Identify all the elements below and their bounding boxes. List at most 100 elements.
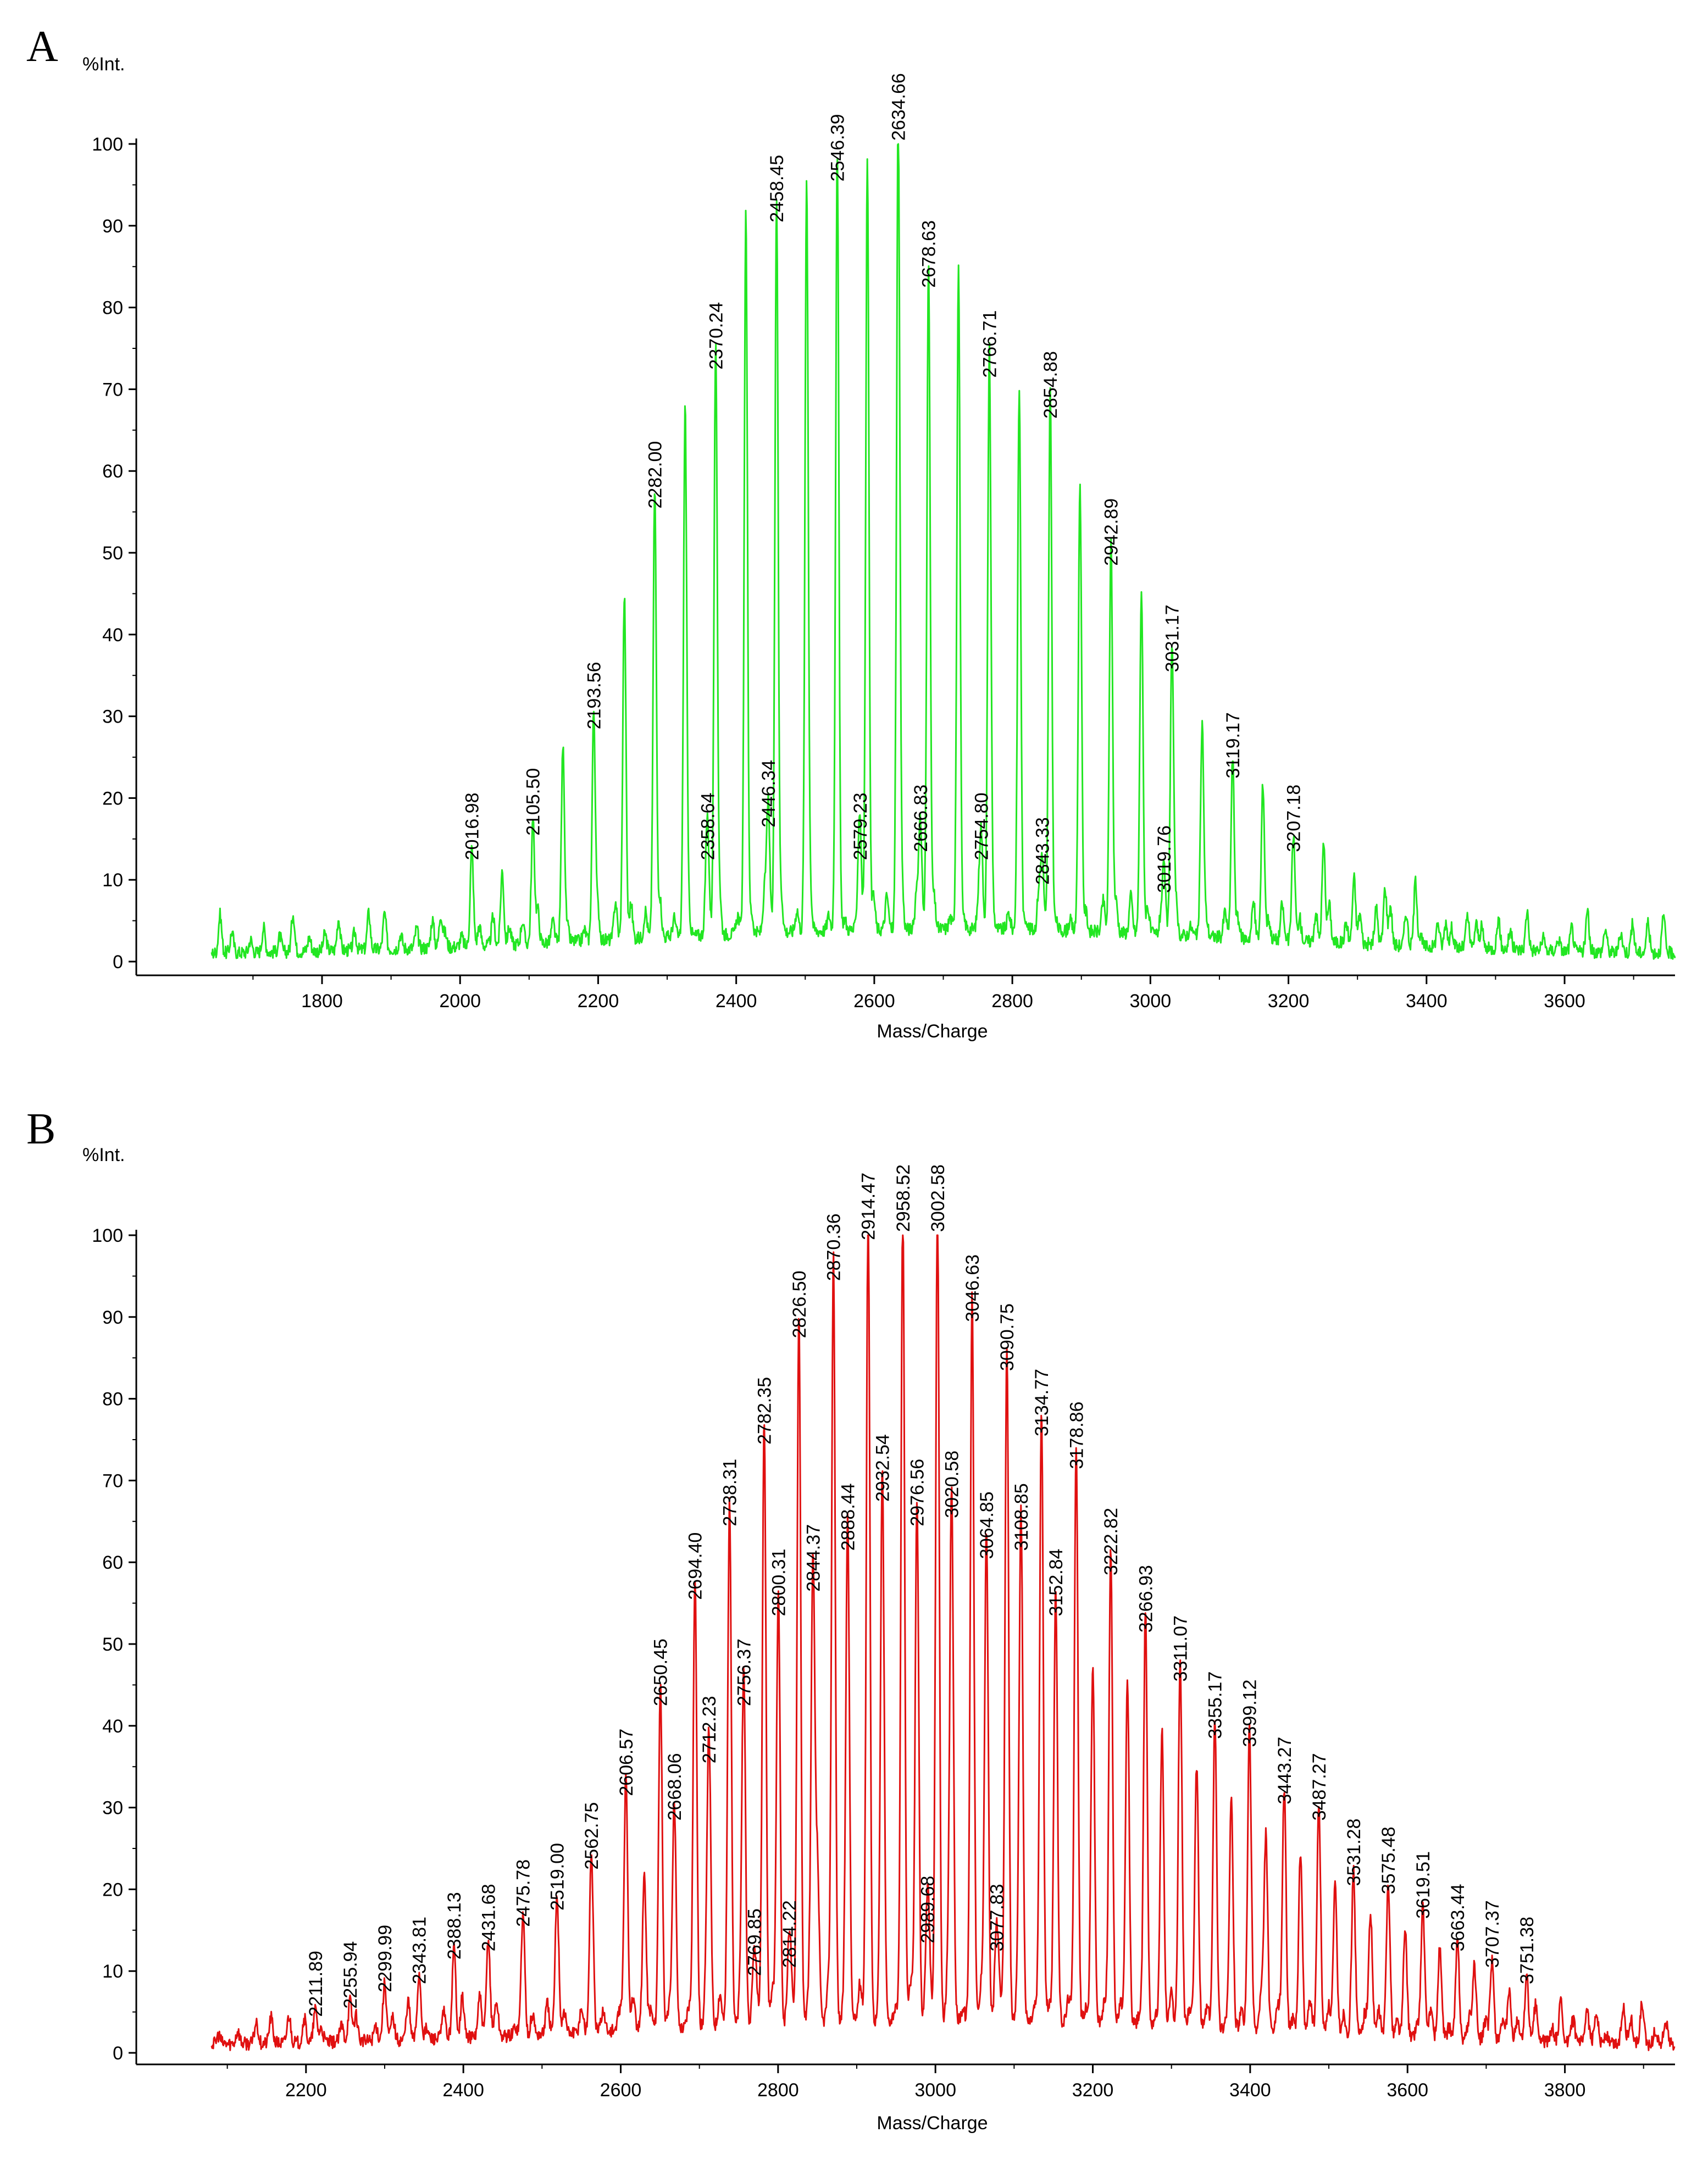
peak-label-3751-38: 3751.38 <box>1517 1917 1538 1984</box>
y-tick-label: 0 <box>113 952 123 973</box>
x-axis-title: Mass/Charge <box>877 1021 988 1042</box>
peak-label-2668-06: 2668.06 <box>664 1753 685 1820</box>
peak-label-2826-50: 2826.50 <box>789 1270 810 1338</box>
peak-label-2431-68: 2431.68 <box>479 1884 500 1951</box>
peak-label-2255-94: 2255.94 <box>340 1941 361 2009</box>
y-tick-label: 30 <box>102 1798 123 1819</box>
peak-label-2458-45: 2458.45 <box>767 155 788 223</box>
peak-label-3002-58: 3002.58 <box>928 1164 949 1232</box>
y-axis-title: %Int. <box>82 54 125 75</box>
y-tick-label: 10 <box>102 1961 123 1982</box>
spectrum-trace <box>210 143 1676 960</box>
x-tick-label: 3200 <box>1072 2080 1114 2101</box>
peak-label-3222-82: 3222.82 <box>1101 1508 1122 1575</box>
x-tick-label: 2600 <box>853 991 895 1012</box>
peak-label-3046-63: 3046.63 <box>962 1254 983 1322</box>
peak-label-2370-24: 2370.24 <box>706 302 727 370</box>
spectrum-chart-a: %Int. 0 10 20 30 40 50 60 70 80 90 100 1800 2000 2200 2… <box>82 54 1676 1042</box>
peak-label-2579-23: 2579.23 <box>850 792 871 860</box>
peak-label-2634-66: 2634.66 <box>888 73 909 141</box>
x-tick-label: 3000 <box>914 2080 956 2101</box>
peak-label-3487-27: 3487.27 <box>1309 1753 1330 1820</box>
panel-letter-b: B <box>26 1105 56 1153</box>
peak-label-2606-57: 2606.57 <box>616 1729 637 1796</box>
peak-label-2976-56: 2976.56 <box>907 1459 928 1526</box>
peak-label-3355-17: 3355.17 <box>1205 1672 1226 1739</box>
peak-label-3064-85: 3064.85 <box>977 1491 997 1559</box>
y-tick-label: 80 <box>102 298 123 319</box>
x-tick-label: 3600 <box>1387 2080 1428 2101</box>
x-tick-label: 3400 <box>1406 991 1448 1012</box>
peak-label-2738-31: 2738.31 <box>720 1459 741 1526</box>
peak-label-3077-83: 3077.83 <box>987 1884 1008 1951</box>
peak-label-2562-75: 2562.75 <box>581 1802 602 1870</box>
y-tick-label: 10 <box>102 870 123 891</box>
spectrum-trace <box>210 1234 1676 2051</box>
peak-label-3019-76: 3019.76 <box>1154 825 1175 893</box>
peak-label-3399-12: 3399.12 <box>1240 1679 1261 1747</box>
peak-label-2678-63: 2678.63 <box>919 220 940 288</box>
y-tick-label: 70 <box>102 379 123 400</box>
y-tick-label: 70 <box>102 1470 123 1491</box>
x-tick-label: 2200 <box>578 991 619 1012</box>
peak-label-2299-99: 2299.99 <box>375 1925 396 1992</box>
peak-label-2712-23: 2712.23 <box>699 1696 720 1763</box>
peak-label-2814-22: 2814.22 <box>779 1900 800 1968</box>
y-tick-label: 60 <box>102 461 123 482</box>
x-tick-label: 3200 <box>1268 991 1310 1012</box>
y-tick-label: 50 <box>102 543 123 564</box>
x-tick-label: 1800 <box>301 991 343 1012</box>
peak-label-3311-07: 3311.07 <box>1171 1615 1191 1681</box>
x-axis-title: Mass/Charge <box>877 2113 988 2134</box>
y-tick-label: 60 <box>102 1552 123 1573</box>
y-tick-label: 40 <box>102 625 123 646</box>
peak-label-2989-68: 2989.68 <box>917 1876 938 1944</box>
y-tick-label: 80 <box>102 1389 123 1410</box>
y-tick-label: 90 <box>102 216 123 237</box>
x-tick-label: 2000 <box>439 991 481 1012</box>
y-tick-label: 90 <box>102 1307 123 1328</box>
peak-label-2769-85: 2769.85 <box>745 1908 766 1976</box>
peak-label-2519-00: 2519.00 <box>547 1843 568 1911</box>
peak-label-2666-83: 2666.83 <box>911 785 931 852</box>
y-tick-label: 0 <box>113 2043 123 2064</box>
peak-label-3575-48: 3575.48 <box>1378 1826 1399 1894</box>
y-tick-label: 20 <box>102 1879 123 1900</box>
peak-label-2870-36: 2870.36 <box>824 1213 845 1281</box>
peak-label-3090-75: 3090.75 <box>997 1303 1018 1371</box>
x-tick-label: 3800 <box>1544 2080 1586 2101</box>
peak-label-2844-37: 2844.37 <box>803 1524 824 1592</box>
peak-label-3178-86: 3178.86 <box>1066 1402 1087 1469</box>
peak-label-2193-56: 2193.56 <box>584 662 605 729</box>
x-tick-label: 2800 <box>757 2080 799 2101</box>
peak-label-2446-34: 2446.34 <box>758 760 779 828</box>
peak-label-2016-98: 2016.98 <box>462 792 483 860</box>
peak-label-2546-39: 2546.39 <box>828 114 849 181</box>
panel-b: B %Int. 0 10 20 30 40 50 60 70 80 90 100 2200 2400 260… <box>0 1080 1708 2160</box>
x-tick-label: 2200 <box>285 2080 327 2101</box>
peak-label-2694-40: 2694.40 <box>685 1532 706 1600</box>
peak-label-2388-13: 2388.13 <box>444 1892 465 1959</box>
y-tick-label: 40 <box>102 1716 123 1737</box>
spectrum-chart-b: %Int. 0 10 20 30 40 50 60 70 80 90 100 2200 2400 2600 2… <box>82 1145 1676 2134</box>
peak-label-3020-58: 3020.58 <box>942 1451 963 1518</box>
y-tick-label: 30 <box>102 707 123 728</box>
peak-label-2475-78: 2475.78 <box>513 1859 534 1927</box>
x-tick-label: 2400 <box>716 991 757 1012</box>
peak-label-3031-17: 3031.17 <box>1162 604 1183 672</box>
peak-label-3266-93: 3266.93 <box>1135 1565 1156 1633</box>
peak-label-3443-27: 3443.27 <box>1274 1737 1295 1804</box>
peak-label-2282-00: 2282.00 <box>645 441 666 509</box>
x-tick-label: 2600 <box>600 2080 642 2101</box>
y-tick-label: 20 <box>102 788 123 809</box>
peak-label-2766-71: 2766.71 <box>979 310 1000 378</box>
x-tick-label: 3000 <box>1130 991 1172 1012</box>
peak-label-2105-50: 2105.50 <box>523 768 544 836</box>
peak-label-2854-88: 2854.88 <box>1040 351 1061 419</box>
peak-label-2800-31: 2800.31 <box>768 1548 789 1616</box>
peak-label-3134-77: 3134.77 <box>1032 1369 1052 1436</box>
peak-label-2942-89: 2942.89 <box>1101 498 1122 566</box>
x-tick-label: 2400 <box>442 2080 484 2101</box>
y-tick-label: 50 <box>102 1634 123 1655</box>
peak-label-2358-64: 2358.64 <box>698 792 719 860</box>
